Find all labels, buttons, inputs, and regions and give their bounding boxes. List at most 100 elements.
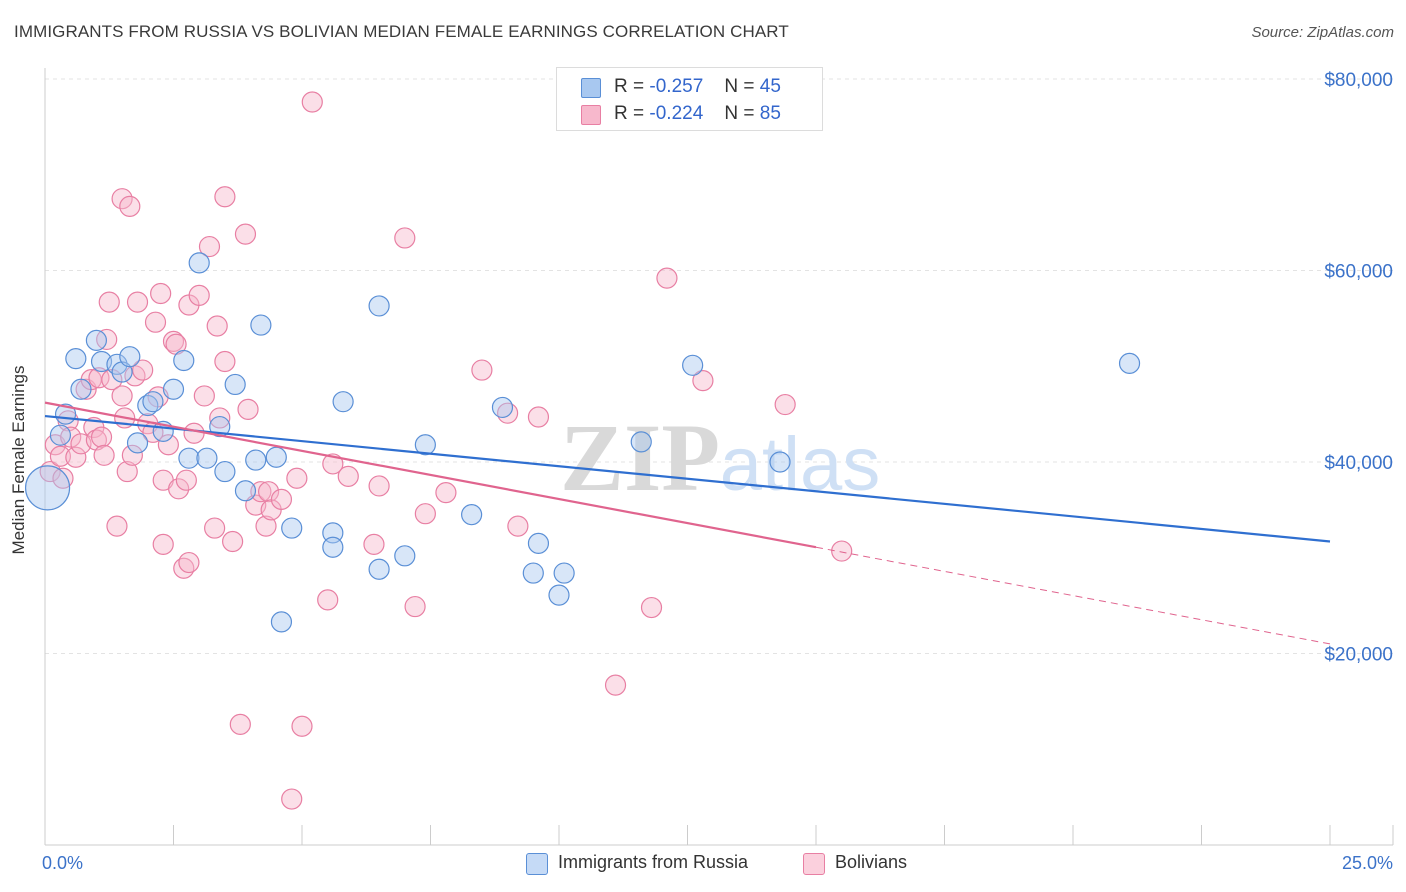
point-bolivian <box>150 282 172 305</box>
point-bolivian <box>656 267 678 289</box>
legend-swatch-bolivia <box>803 853 825 875</box>
point-bolivian <box>152 533 174 555</box>
point-bolivian <box>162 330 185 352</box>
point-russia <box>85 329 108 351</box>
trend-line-bolivia-extrapolated <box>815 546 1331 645</box>
point-bolivian <box>175 469 197 491</box>
point-bolivian <box>188 284 210 306</box>
point-russia <box>270 611 293 633</box>
point-bolivian <box>692 370 714 392</box>
bolivia-swatch <box>581 105 601 125</box>
trend-line-bolivia <box>44 401 817 549</box>
y-axis-label: Median Female Earnings <box>9 365 28 555</box>
point-bolivian <box>93 444 115 466</box>
point-bolivian <box>193 385 215 407</box>
point-russia <box>281 517 303 539</box>
point-bolivian <box>98 291 120 313</box>
point-bolivian <box>322 453 344 475</box>
point-bolivian <box>111 188 133 210</box>
point-russia <box>527 532 550 554</box>
point-russia <box>368 558 390 580</box>
point-russia <box>322 536 344 558</box>
point-bolivian <box>209 407 231 429</box>
point-russia <box>126 432 149 454</box>
legend: Immigrants from Russia Bolivians <box>0 852 1406 876</box>
point-russia <box>234 480 257 502</box>
point-bolivian <box>831 540 853 562</box>
point-bolivian <box>229 713 251 735</box>
trend-lines <box>44 401 1331 645</box>
point-russia <box>214 460 236 483</box>
point-bolivian <box>404 595 426 618</box>
point-russia <box>332 391 354 413</box>
russia-swatch <box>581 78 601 98</box>
stat-r-value: -0.224 <box>649 103 704 124</box>
point-russia <box>630 431 652 453</box>
point-bolivian <box>183 422 205 444</box>
point-russia <box>1118 352 1141 374</box>
point-russia <box>70 378 92 400</box>
point-russia <box>461 504 483 526</box>
axes <box>44 68 1394 846</box>
point-bolivian <box>65 446 87 468</box>
point-bolivian <box>250 481 272 503</box>
stat-n-value: 85 <box>759 103 781 124</box>
point-bolivian <box>178 551 200 574</box>
point-russia <box>394 545 416 567</box>
stats-box: R = -0.257 N = 45 R = -0.224 N = 85 <box>556 67 823 131</box>
point-russia <box>224 373 246 396</box>
gridlines <box>45 78 1393 654</box>
series-bolivians <box>39 91 853 810</box>
point-bolivian <box>640 596 663 619</box>
point-bolivian <box>206 315 228 337</box>
point-bolivian <box>52 467 74 489</box>
point-russia <box>265 446 287 468</box>
point-bolivian <box>214 186 236 208</box>
point-russia <box>196 447 218 469</box>
point-russia <box>90 350 113 373</box>
y-tick-labels: $20,000 $40,000 $60,000 $80,000 <box>1324 70 1393 666</box>
point-bolivian <box>337 465 359 487</box>
point-russia <box>111 361 133 383</box>
legend-swatch-russia <box>526 853 548 875</box>
point-russia <box>142 391 164 413</box>
point-bolivian <box>281 788 303 810</box>
point-russia <box>682 354 704 376</box>
point-bolivian <box>234 223 257 245</box>
legend-label-bolivia: Bolivians <box>835 852 908 872</box>
point-russia <box>245 449 267 471</box>
point-bolivian <box>198 235 221 258</box>
point-bolivian <box>90 426 113 448</box>
watermark: ZIP atlas <box>560 404 880 511</box>
x-tick-label-min: 0.0% <box>42 853 83 873</box>
trend-line-russia <box>44 414 1331 543</box>
legend-label-russia: Immigrants from Russia <box>558 852 749 872</box>
watermark-zip: ZIP <box>560 404 720 511</box>
point-russia <box>522 562 544 584</box>
point-bolivian <box>204 517 226 539</box>
point-bolivian <box>222 530 244 553</box>
point-bolivian <box>368 475 390 497</box>
point-russia <box>250 314 272 336</box>
y-tick-label: $60,000 <box>1324 262 1393 283</box>
point-russia <box>414 434 436 456</box>
point-bolivian <box>44 434 66 456</box>
stat-r-label: R = <box>614 103 645 124</box>
point-bolivian <box>214 350 236 373</box>
point-bolivian <box>604 674 627 696</box>
point-bolivian <box>394 227 416 249</box>
stat-n-label: N = <box>724 76 755 97</box>
point-bolivian <box>126 291 149 313</box>
point-russia <box>24 465 71 511</box>
point-russia <box>368 295 390 317</box>
point-bolivian <box>286 467 308 489</box>
stat-r-value: -0.257 <box>649 76 704 97</box>
point-russia <box>173 349 195 372</box>
point-bolivian <box>257 481 280 503</box>
point-russia <box>188 252 210 274</box>
point-bolivian <box>270 488 293 510</box>
point-bolivian <box>774 393 796 416</box>
point-bolivian <box>119 195 141 217</box>
stat-r-label: R = <box>614 76 645 97</box>
